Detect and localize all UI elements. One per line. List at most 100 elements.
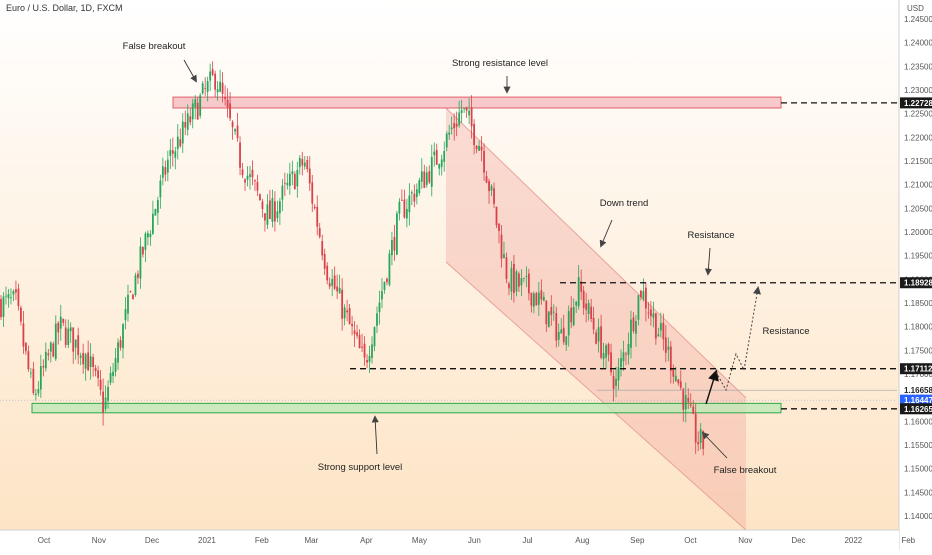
candle-body (697, 442, 700, 445)
candle-body (341, 289, 344, 319)
candle-body (679, 381, 682, 388)
x-tick-label: Sep (630, 536, 645, 545)
candle-body (478, 145, 480, 151)
candle-body (224, 97, 226, 100)
candle-body (423, 171, 426, 188)
price-tag-bg (900, 403, 932, 415)
false-breakout-bottom-label: False breakout (714, 465, 777, 476)
candle-body (413, 193, 416, 202)
candle-body (107, 386, 109, 402)
candle-body (17, 288, 20, 307)
price-tag-bg (900, 277, 932, 289)
candle-body (510, 267, 513, 292)
candle-body (410, 192, 413, 194)
candle-body (381, 291, 383, 300)
candle-body (84, 354, 87, 369)
candle-body (308, 168, 311, 184)
candle-body (147, 233, 149, 238)
candle-body (79, 355, 82, 358)
y-tick-label: 1.17000 (904, 370, 932, 379)
price-tag-bg (900, 97, 932, 109)
candle-body (684, 395, 687, 410)
y-tick-label: 1.14500 (904, 488, 932, 497)
candle-body (134, 275, 137, 295)
candle-body (186, 113, 189, 130)
candle-body (415, 189, 418, 198)
candle-body (204, 87, 207, 89)
candle-body (513, 263, 515, 294)
candle-body (625, 353, 627, 355)
candle-body (286, 182, 289, 186)
candle-body (694, 413, 697, 443)
annotation-arrow (599, 219, 613, 248)
candle-body (627, 343, 630, 356)
candle-body (620, 358, 622, 368)
candle-body (10, 297, 12, 299)
candle-body (87, 352, 90, 371)
candle-body (622, 352, 625, 362)
candle-body (425, 172, 428, 185)
candle-body (7, 294, 10, 299)
candle-body (112, 371, 114, 377)
candle-body (570, 307, 573, 323)
y-tick-label: 1.16000 (904, 417, 932, 426)
candle-body (291, 171, 294, 175)
candle-body (338, 287, 341, 294)
x-tick-label: Oct (38, 536, 51, 545)
candle-body (256, 181, 259, 191)
candle-body (659, 322, 662, 331)
price-tag-label: 1.16658 (904, 386, 932, 395)
candle-body (251, 169, 254, 178)
candle-body (129, 291, 132, 292)
candle-body (27, 351, 30, 370)
candle-body (72, 327, 75, 352)
candle-body (306, 160, 309, 170)
candle-body (231, 121, 234, 128)
candle-body (132, 294, 134, 300)
candle-body (403, 199, 406, 218)
candle-body (2, 296, 5, 317)
currency-label: USD (907, 4, 924, 13)
candle-body (214, 73, 217, 90)
candle-body (189, 116, 192, 123)
candle-body (249, 174, 251, 177)
y-tick-label: 1.19500 (904, 252, 932, 261)
candle-body (209, 71, 212, 81)
x-tick-label: Oct (684, 536, 697, 545)
candle-body (702, 430, 705, 449)
candle-body (615, 378, 617, 386)
down-channel (446, 108, 746, 530)
y-tick-label: 1.18500 (904, 299, 932, 308)
candle-body (62, 318, 65, 323)
candle-body (336, 286, 339, 292)
time-axis-panel[interactable] (0, 530, 899, 550)
candle-body (592, 317, 595, 330)
y-tick-label: 1.22000 (904, 133, 932, 142)
x-tick-label: May (412, 536, 427, 545)
candle-body (662, 322, 665, 340)
candle-body (181, 121, 184, 144)
candle-body (607, 344, 610, 355)
candle-body (420, 171, 423, 182)
candle-body (386, 278, 388, 283)
candle-body (99, 379, 102, 390)
x-tick-label: Nov (738, 536, 752, 545)
candle-body (264, 213, 266, 221)
candle-body (580, 281, 583, 292)
candle-body (602, 353, 605, 359)
candle-body (527, 273, 530, 294)
candle-body (617, 367, 620, 381)
candle-body (428, 171, 431, 183)
candle-body (226, 99, 229, 108)
candle-body (674, 375, 677, 382)
candle-body (276, 211, 279, 219)
price-axis-panel[interactable] (899, 0, 932, 550)
candle-body (495, 206, 498, 226)
x-tick-label: 2021 (198, 536, 216, 545)
price-tag-label: 1.16265 (904, 405, 932, 414)
candle-body (632, 317, 635, 332)
y-tick-label: 1.24000 (904, 39, 932, 48)
